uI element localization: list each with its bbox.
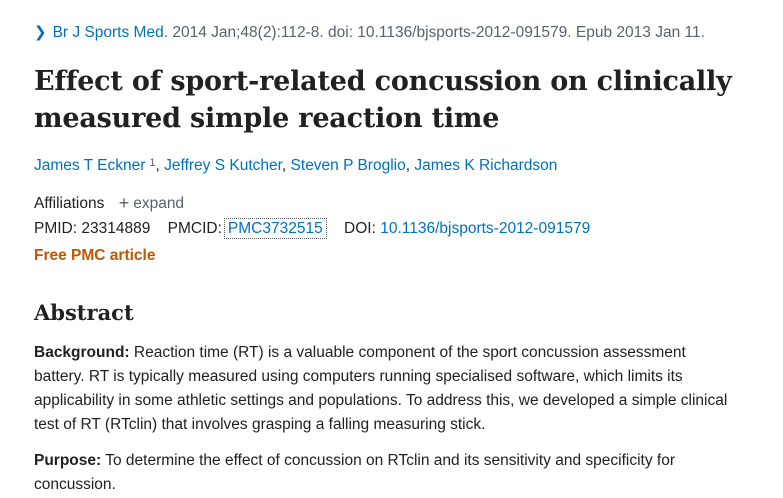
author-link[interactable]: Steven P Broglio <box>290 157 406 174</box>
free-pmc-badge: Free PMC article <box>34 247 156 264</box>
identifiers-row: PMID: 23314889 PMCID: PMC3732515 DOI: 10.… <box>34 218 591 239</box>
citation-line: ❯ Br J Sports Med. 2014 Jan;48(2):112-8. … <box>34 23 779 43</box>
section-label: Background: <box>34 344 130 361</box>
expand-affiliations-button[interactable]: + expand <box>118 193 185 213</box>
doi-link[interactable]: 10.1136/bjsports-2012-091579 <box>380 220 591 237</box>
pmcid-label: PMCID: <box>167 220 222 237</box>
affiliation-sup[interactable]: 1 <box>149 157 156 169</box>
pmid-value: 23314889 <box>81 220 151 237</box>
author-link[interactable]: James K Richardson <box>414 157 558 174</box>
pmid-label: PMID: <box>34 220 78 237</box>
author-link[interactable]: James T Eckner <box>34 157 146 174</box>
abstract-purpose: Purpose: To determine the effect of conc… <box>34 449 734 497</box>
doi-label: DOI: <box>344 220 376 237</box>
section-text: To determine the effect of concussion on… <box>34 452 675 493</box>
abstract-background: Background: Reaction time (RT) is a valu… <box>34 341 734 437</box>
author-link[interactable]: Jeffrey S Kutcher <box>164 157 282 174</box>
pmcid-link[interactable]: PMC3732515 <box>223 218 327 239</box>
chevron-right-icon[interactable]: ❯ <box>34 24 47 41</box>
affiliations-row: Affiliations + expand <box>34 192 184 214</box>
author-list: James T Eckner 1, Jeffrey S Kutcher, Stev… <box>34 157 558 174</box>
abstract-heading: Abstract <box>34 300 134 325</box>
plus-icon: + <box>118 193 130 213</box>
section-text: Reaction time (RT) is a valuable compone… <box>34 344 728 433</box>
citation-details: 2014 Jan;48(2):112-8. doi: 10.1136/bjspo… <box>172 24 705 41</box>
section-label: Purpose: <box>34 452 102 469</box>
journal-link[interactable]: Br J Sports Med. <box>52 24 169 41</box>
expand-label: expand <box>133 195 185 212</box>
affiliations-label: Affiliations <box>34 195 105 212</box>
article-title: Effect of sport-related concussion on cl… <box>34 66 732 134</box>
